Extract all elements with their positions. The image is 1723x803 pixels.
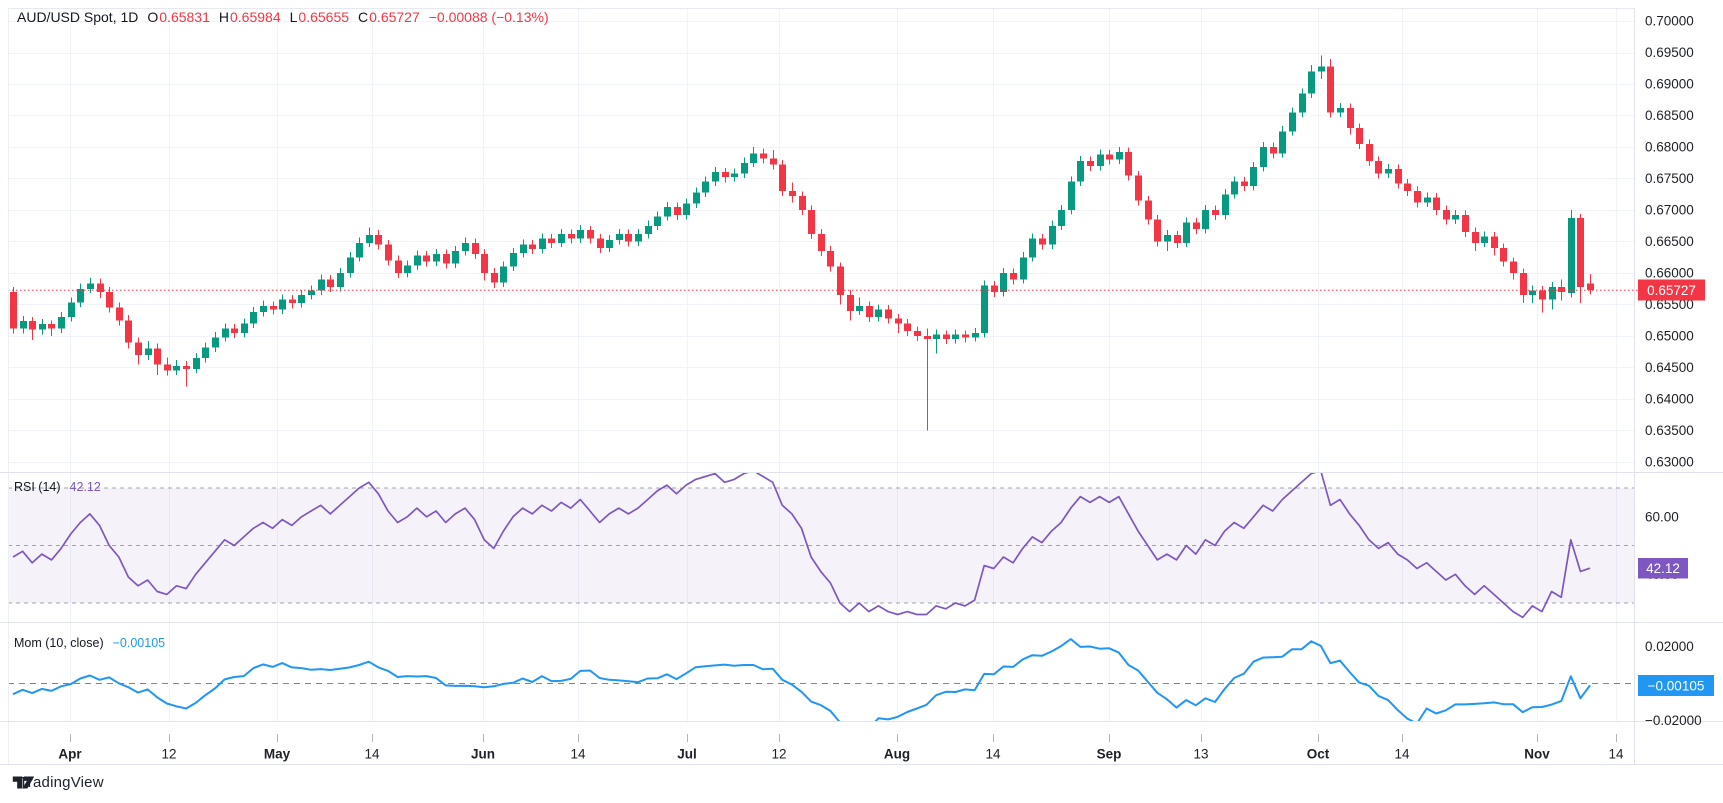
- price-axis[interactable]: 0.70000 0.69500 0.69000 0.68500 0.68000 0.675…: [1645, 14, 1694, 470]
- time-axis-label: Aug: [884, 747, 910, 762]
- mom-axis-label-low: −0.02000: [1645, 713, 1702, 728]
- momentum-value-badge: −0.00105: [1638, 675, 1714, 696]
- horizontal-gridlines: [8, 21, 1634, 463]
- time-axis-label: Apr: [58, 747, 82, 762]
- last-price-badge: 0.65727: [1638, 279, 1705, 301]
- price-axis-label: 0.66000: [1645, 266, 1694, 281]
- time-axis-label: Jun: [471, 747, 495, 762]
- ohlc-high: H 0.65984: [218, 9, 281, 25]
- price-axis-label: 0.68500: [1645, 108, 1694, 123]
- price-axis-label: 0.65000: [1645, 329, 1694, 344]
- price-axis-label: 0.67500: [1645, 171, 1694, 186]
- symbol-legend[interactable]: AUD/USD Spot, 1D O 0.65831 H 0.65984 L 0.65…: [17, 9, 549, 25]
- price-axis-label: 0.64000: [1645, 392, 1694, 407]
- momentum-legend[interactable]: Mom (10, close) −0.00105: [14, 636, 165, 650]
- time-axis-label: 12: [161, 747, 176, 762]
- axis-labels[interactable]: 0.70000 0.69500 0.69000 0.68500 0.68000 0.675…: [58, 14, 1693, 762]
- svg-text:−0.00105: −0.00105: [1648, 678, 1705, 693]
- time-axis-label: 14: [364, 747, 380, 762]
- time-axis-label: Sep: [1097, 747, 1122, 762]
- symbol-title[interactable]: AUD/USD Spot, 1D: [17, 9, 139, 25]
- time-axis-label: May: [264, 747, 291, 762]
- tradingview-footer[interactable]: TradingView: [12, 774, 104, 791]
- svg-text:42.12: 42.12: [1646, 561, 1680, 576]
- time-axis-label: Jul: [677, 747, 697, 762]
- tradingview-brand-text[interactable]: TradingView: [19, 774, 104, 791]
- price-axis-label: 0.63500: [1645, 423, 1694, 438]
- change-value: −0.00088 (−0.13%): [428, 9, 549, 25]
- rsi-legend[interactable]: RSI (14) 42.12: [14, 480, 101, 494]
- ohlc-low: L 0.65655: [289, 9, 350, 25]
- time-axis-label: 14: [570, 747, 586, 762]
- time-axis-label: 14: [985, 747, 1001, 762]
- price-axis-label: 0.70000: [1645, 14, 1694, 29]
- time-axis-label: 14: [1394, 747, 1410, 762]
- momentum-line[interactable]: [12, 638, 1591, 730]
- plot-layers[interactable]: [8, 8, 1638, 730]
- price-axis-label: 0.69000: [1645, 77, 1694, 92]
- price-axis-label: 0.69500: [1645, 45, 1694, 60]
- candlestick-series[interactable]: [10, 55, 1594, 431]
- time-axis-label: 14: [1608, 747, 1624, 762]
- price-axis-label: 0.67000: [1645, 203, 1694, 218]
- ohlc-close: C 0.65727: [358, 9, 420, 25]
- ohlc-open: O 0.65831: [147, 9, 210, 25]
- time-axis-label: 13: [1193, 747, 1208, 762]
- time-axis[interactable]: Apr 12 May 14 Jun 14 Jul 12 Aug 14 Sep 13 Oct 14 Nov 14: [58, 734, 1624, 762]
- momentum-title[interactable]: Mom (10, close): [14, 636, 104, 650]
- vertical-gridlines: [70, 8, 1617, 721]
- price-axis-label: 0.64500: [1645, 360, 1694, 375]
- price-axis-label: 0.65500: [1645, 297, 1694, 312]
- pane-borders: [0, 8, 1723, 765]
- rsi-title[interactable]: RSI (14): [14, 480, 61, 494]
- time-axis-label: Nov: [1524, 747, 1550, 762]
- rsi-level-lines: [8, 487, 1634, 604]
- rsi-value: 42.12: [69, 480, 101, 494]
- time-axis-label: Oct: [1307, 747, 1330, 762]
- rsi-axis-label-60: 60.00: [1645, 510, 1679, 525]
- momentum-value: −0.00105: [112, 636, 166, 650]
- price-axis-label: 0.66500: [1645, 234, 1694, 249]
- time-axis-label: 12: [771, 747, 786, 762]
- price-axis-label: 0.63000: [1645, 455, 1694, 470]
- rsi-line[interactable]: [12, 471, 1591, 619]
- mom-axis-label-high: 0.02000: [1645, 639, 1694, 654]
- rsi-value-badge: 42.12: [1638, 558, 1688, 579]
- price-axis-label: 0.68000: [1645, 140, 1694, 155]
- svg-text:0.65727: 0.65727: [1647, 283, 1696, 298]
